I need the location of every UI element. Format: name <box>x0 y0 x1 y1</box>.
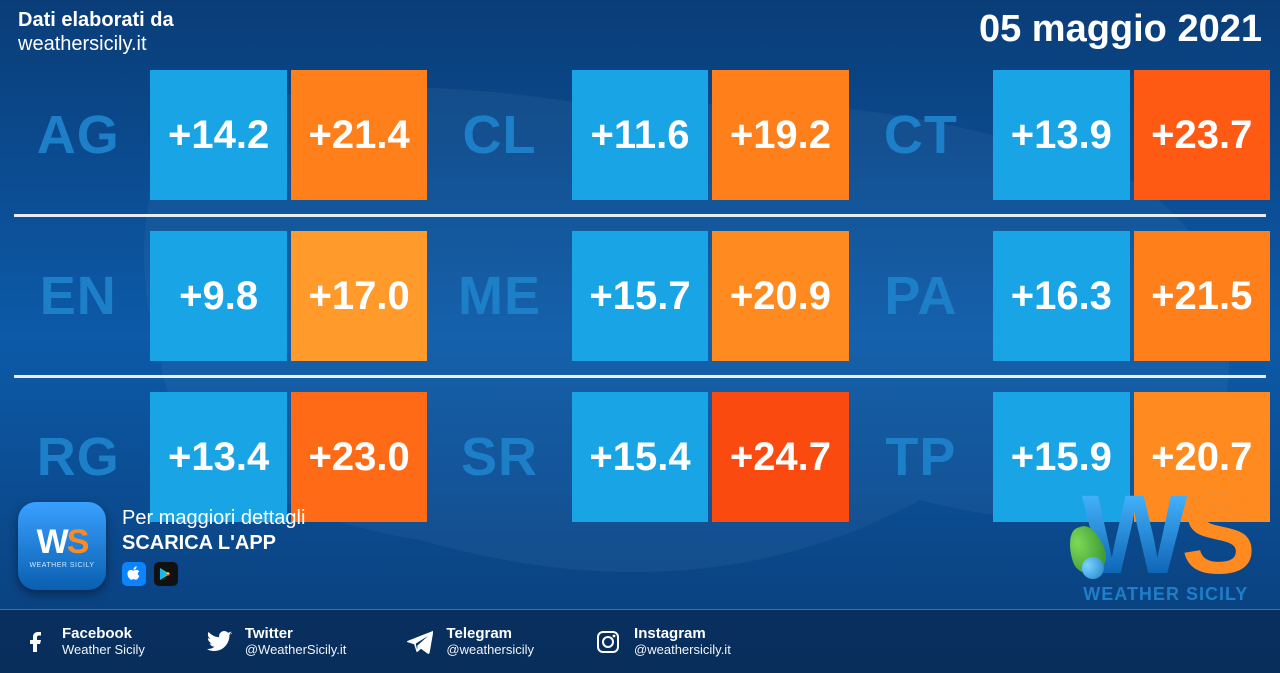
temp-min: +15.7 <box>572 231 708 361</box>
app-promo-line2: SCARICA L'APP <box>122 531 305 556</box>
source-line1: Dati elaborati da <box>18 8 174 32</box>
app-promo-line1: Per maggiori dettagli <box>122 506 305 531</box>
date-label: 05 maggio 2021 <box>979 8 1262 51</box>
temp-max: +23.7 <box>1134 70 1270 200</box>
temp-min: +11.6 <box>572 70 708 200</box>
social-text: Twitter@WeatherSicily.it <box>245 626 347 658</box>
province-code: CT <box>853 70 989 200</box>
province-code: AG <box>10 70 146 200</box>
temp-min: +13.9 <box>993 70 1129 200</box>
social-name: Instagram <box>634 626 731 643</box>
province-code: EN <box>10 231 146 361</box>
social-handle: @weathersicily <box>446 642 534 657</box>
temp-max: +21.4 <box>291 70 427 200</box>
store-icons <box>122 562 305 586</box>
brand-logo: WS WEATHER SICILY <box>1082 490 1250 605</box>
temp-max: +24.7 <box>712 392 848 522</box>
social-telegram: Telegram@weathersicily <box>406 626 534 658</box>
app-icon-text: WS <box>37 523 88 562</box>
temp-max: +19.2 <box>712 70 848 200</box>
brand-logo-text: WS <box>1082 490 1250 580</box>
app-icon: WS Weather Sicily <box>18 502 106 590</box>
source-credit: Dati elaborati da weathersicily.it <box>18 8 174 56</box>
footer-bar: FacebookWeather Sicily Twitter@WeatherSic… <box>0 609 1280 673</box>
row-separator <box>14 375 1266 378</box>
social-name: Twitter <box>245 626 347 643</box>
province-code: ME <box>431 231 567 361</box>
temp-max: +20.9 <box>712 231 848 361</box>
temp-min: +9.8 <box>150 231 286 361</box>
appstore-icon <box>122 562 146 586</box>
temp-max: +17.0 <box>291 231 427 361</box>
playstore-icon <box>154 562 178 586</box>
social-twitter: Twitter@WeatherSicily.it <box>205 626 347 658</box>
social-handle: Weather Sicily <box>62 642 145 657</box>
app-promo: WS Weather Sicily Per maggiori dettagli … <box>18 502 305 590</box>
social-name: Facebook <box>62 626 145 643</box>
social-name: Telegram <box>446 626 534 643</box>
province-code: PA <box>853 231 989 361</box>
temp-min: +16.3 <box>993 231 1129 361</box>
telegram-icon <box>406 628 434 656</box>
temp-min: +15.4 <box>572 392 708 522</box>
province-code: SR <box>431 392 567 522</box>
source-line2: weathersicily.it <box>18 32 174 56</box>
weather-infographic: Dati elaborati da weathersicily.it 05 ma… <box>0 0 1280 673</box>
province-code: CL <box>431 70 567 200</box>
twitter-icon <box>205 628 233 656</box>
temperature-grid: AG+14.2+21.4CL+11.6+19.2CT+13.9+23.7 EN+9… <box>10 70 1270 536</box>
facebook-icon <box>22 628 50 656</box>
temp-max: +23.0 <box>291 392 427 522</box>
header: Dati elaborati da weathersicily.it 05 ma… <box>18 8 1262 56</box>
province-code: TP <box>853 392 989 522</box>
social-text: Instagram@weathersicily.it <box>634 626 731 658</box>
social-text: Telegram@weathersicily <box>446 626 534 658</box>
app-icon-sub: Weather Sicily <box>29 562 94 569</box>
temp-min: +14.2 <box>150 70 286 200</box>
table-row: EN+9.8+17.0ME+15.7+20.9PA+16.3+21.5 <box>10 231 1270 361</box>
app-promo-text: Per maggiori dettagli SCARICA L'APP <box>122 506 305 586</box>
instagram-icon <box>594 628 622 656</box>
row-separator <box>14 214 1266 217</box>
social-facebook: FacebookWeather Sicily <box>22 626 145 658</box>
temp-max: +21.5 <box>1134 231 1270 361</box>
social-instagram: Instagram@weathersicily.it <box>594 626 731 658</box>
table-row: AG+14.2+21.4CL+11.6+19.2CT+13.9+23.7 <box>10 70 1270 200</box>
social-text: FacebookWeather Sicily <box>62 626 145 658</box>
social-handle: @WeatherSicily.it <box>245 642 347 657</box>
social-handle: @weathersicily.it <box>634 642 731 657</box>
